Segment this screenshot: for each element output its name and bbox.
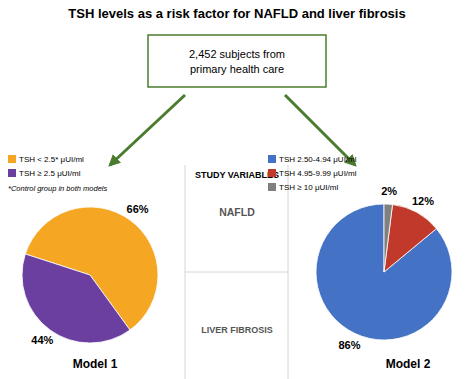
data-label: 2% — [381, 185, 397, 197]
legend: TSH 2.50-4.94 μUI/ml TSH 4.95-9.99 μUI/ml… — [268, 155, 357, 192]
legend-swatch — [268, 155, 276, 163]
legend-entry: TSH < 2.5* μUI/ml — [19, 155, 84, 164]
arrow — [110, 95, 185, 165]
legend-swatch — [8, 155, 16, 163]
legend-swatch — [268, 169, 276, 177]
slice — [384, 205, 436, 272]
pie: 86% 12% 2% — [316, 185, 452, 351]
pie-title: Model 1 — [73, 357, 118, 371]
data-label: 44% — [31, 334, 53, 346]
section-label: STUDY VARIABLES — [195, 170, 279, 180]
data-label: 86% — [338, 339, 360, 351]
center-label: LIVER FIBROSIS — [201, 325, 273, 335]
legend-entry: TSH ≥ 2.5 μUI/ml — [19, 169, 81, 178]
data-label: 12% — [412, 195, 434, 207]
slice — [22, 254, 130, 343]
note: *Control group in both models — [8, 184, 107, 193]
pie-title: Model 2 — [386, 357, 431, 371]
legend-entry: TSH 2.50-4.94 μUI/ml — [279, 155, 357, 164]
legend-swatch — [268, 183, 276, 191]
box — [148, 35, 326, 87]
legend-entry: TSH 4.95-9.99 μUI/ml — [279, 169, 357, 178]
title: TSH levels as a risk factor for NAFLD an… — [68, 6, 405, 21]
legend: TSH < 2.5* μUI/ml TSH ≥ 2.5 μUI/ml — [8, 155, 84, 178]
divider — [185, 272, 288, 273]
box-text: 2,452 subjects fromprimary health care — [189, 48, 285, 75]
center-label: NAFLD — [219, 206, 255, 218]
slice — [384, 204, 393, 272]
data-label: 66% — [127, 203, 149, 215]
slice — [316, 204, 452, 340]
legend-swatch — [8, 169, 16, 177]
legend-entry: TSH ≥ 10 μUI/ml — [279, 183, 338, 192]
infographic: TSH levels as a risk factor for NAFLD an… — [0, 0, 474, 379]
pie: 66% 44% — [22, 203, 158, 346]
